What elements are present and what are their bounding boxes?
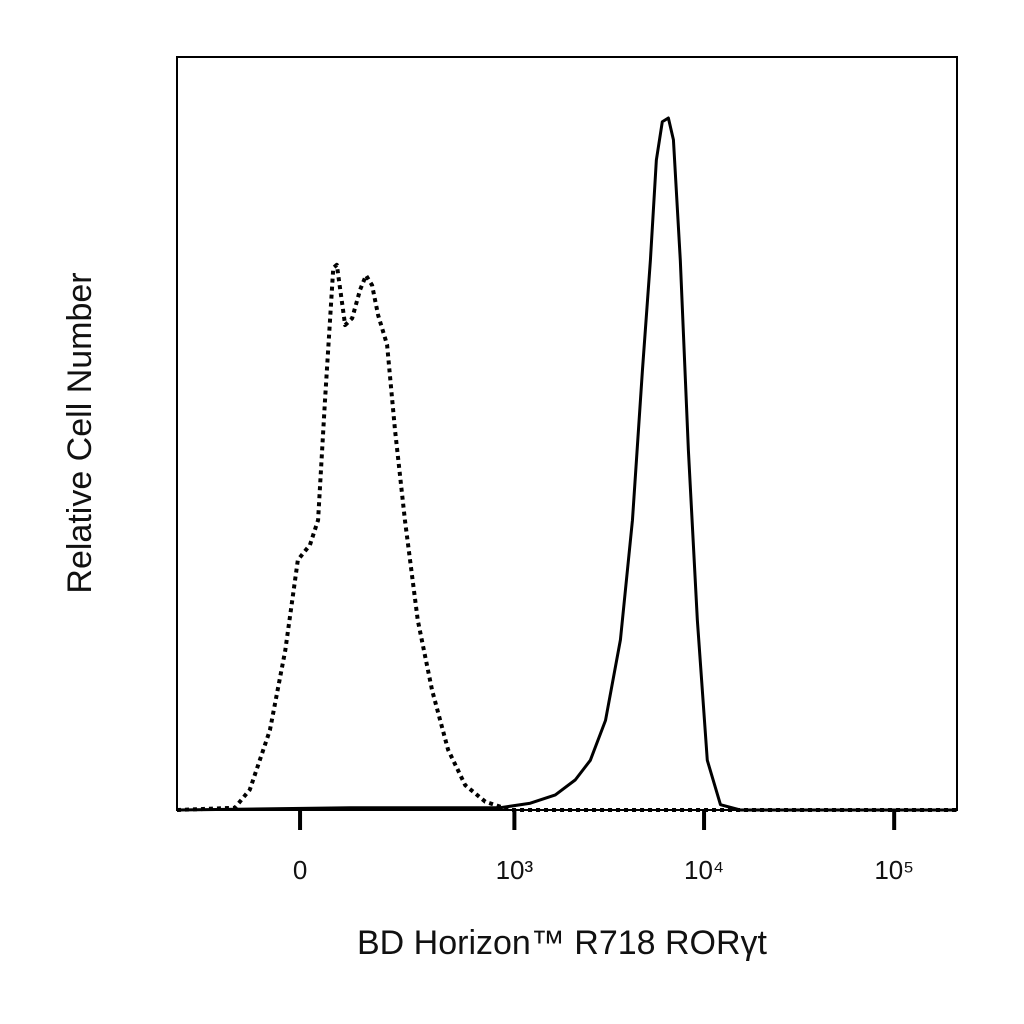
histogram-line xyxy=(176,262,957,812)
y-axis-label: Relative Cell Number xyxy=(61,272,99,593)
plot-frame xyxy=(176,56,958,811)
x-tick-label: 10³ xyxy=(496,855,534,885)
histogram-line xyxy=(176,116,957,812)
x-tick-label: 10⁴ xyxy=(684,855,724,885)
x-tick-label: 0 xyxy=(293,855,307,885)
x-tick-label: 10⁵ xyxy=(874,855,914,885)
x-axis-label: BD Horizon™ R718 RORγt xyxy=(357,924,768,962)
